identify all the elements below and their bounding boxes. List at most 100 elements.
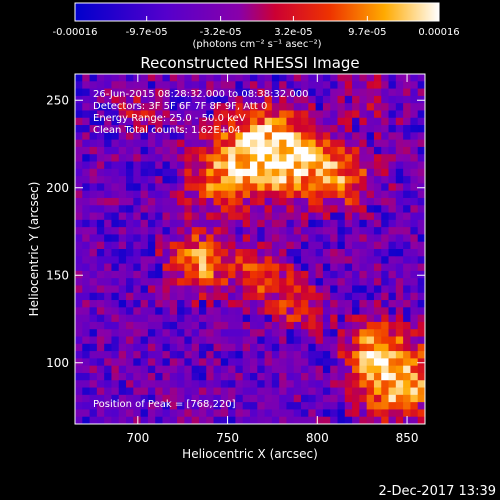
- heatmap-cell: [286, 110, 295, 119]
- heatmap-cell: [381, 241, 389, 250]
- annotations: 26-Jun-2015 08:28:32.000 to 08:38:32.000…: [93, 89, 309, 136]
- heatmap-cell: [337, 95, 346, 104]
- heatmap-cell: [96, 249, 105, 257]
- heatmap-cell: [169, 270, 178, 279]
- heatmap-cell: [162, 219, 171, 228]
- heatmap-cell: [169, 314, 178, 323]
- heatmap-cell: [330, 139, 338, 148]
- heatmap-cell: [410, 278, 419, 286]
- heatmap-cell: [330, 103, 338, 111]
- heatmap-cell: [140, 117, 149, 126]
- heatmap-cell: [271, 95, 280, 104]
- heatmap-cell: [366, 161, 375, 170]
- heatmap-cell: [337, 88, 346, 97]
- heatmap-cell: [293, 387, 302, 396]
- heatmap-cell: [133, 329, 142, 337]
- heatmap-cell: [82, 132, 90, 141]
- heatmap-cell: [220, 125, 229, 133]
- heatmap-cell: [140, 176, 149, 184]
- heatmap-cell: [140, 270, 149, 279]
- heatmap-cell: [242, 292, 251, 301]
- heatmap-cell: [75, 256, 83, 264]
- heatmap-cell: [322, 416, 331, 424]
- heatmap-cell: [198, 74, 207, 82]
- heatmap-cell: [133, 234, 142, 243]
- heatmap-cell: [301, 329, 309, 337]
- heatmap-cell: [257, 402, 265, 410]
- heatmap-cell: [191, 329, 200, 337]
- heatmap-cell: [147, 321, 156, 330]
- heatmap-cell: [213, 387, 222, 396]
- heatmap-cell: [140, 219, 149, 228]
- heatmap-cell: [191, 270, 200, 279]
- heatmap-cell: [417, 343, 425, 352]
- heatmap-cell: [366, 168, 375, 177]
- heatmap-cell: [75, 125, 83, 133]
- heatmap-cell: [82, 307, 90, 316]
- heatmap-cell: [104, 358, 112, 367]
- heatmap-cell: [250, 81, 258, 89]
- heatmap-cell: [162, 110, 171, 119]
- heatmap-cell: [191, 176, 200, 184]
- heatmap-cell: [82, 321, 90, 330]
- heatmap-cell: [140, 197, 149, 206]
- heatmap-cell: [228, 285, 236, 294]
- heatmap-cell: [104, 139, 112, 148]
- heatmap-cell: [75, 285, 83, 294]
- heatmap-cell: [126, 183, 134, 192]
- heatmap-cell: [111, 190, 120, 199]
- heatmap-cell: [155, 197, 163, 206]
- heatmap-cell: [417, 336, 425, 345]
- heatmap-cell: [293, 161, 302, 170]
- heatmap-cell: [352, 176, 360, 184]
- heatmap-cell: [403, 234, 411, 243]
- heatmap-cell: [308, 132, 317, 141]
- heatmap-cell: [228, 190, 236, 199]
- heatmap-cell: [96, 329, 105, 337]
- heatmap-cell: [213, 336, 222, 345]
- heatmap-cell: [293, 249, 302, 257]
- heatmap-cell: [250, 249, 258, 257]
- heatmap-cell: [286, 307, 295, 316]
- heatmap-cell: [271, 154, 280, 162]
- heatmap-cell: [104, 190, 112, 199]
- heatmap-cell: [191, 380, 200, 388]
- heatmap-cell: [286, 241, 295, 250]
- heatmap-cell: [133, 81, 142, 89]
- heatmap-cell: [184, 212, 193, 221]
- heatmap-cell: [89, 249, 98, 257]
- heatmap-cell: [352, 110, 360, 119]
- heatmap-cell: [337, 300, 346, 308]
- heatmap-cell: [169, 351, 178, 359]
- heatmap-cell: [133, 176, 142, 184]
- heatmap-cell: [220, 176, 229, 184]
- heatmap-cell: [410, 154, 419, 162]
- heatmap-cell: [315, 183, 324, 192]
- heatmap-cell: [147, 205, 156, 213]
- chart-title: Reconstructed RHESSI Image: [140, 54, 359, 72]
- heatmap-cell: [228, 300, 236, 308]
- heatmap-cell: [373, 234, 382, 243]
- heatmap-cell: [330, 249, 338, 257]
- heatmap-cell: [279, 278, 287, 286]
- heatmap-cell: [75, 227, 83, 235]
- heatmap-cell: [308, 95, 317, 104]
- heatmap-cell: [96, 307, 105, 316]
- heatmap-cell: [162, 270, 171, 279]
- heatmap-cell: [89, 285, 98, 294]
- heatmap-cell: [82, 336, 90, 345]
- heatmap-cell: [337, 365, 346, 374]
- heatmap-cell: [308, 380, 317, 388]
- heatmap-cell: [104, 161, 112, 170]
- heatmap-cell: [308, 197, 317, 206]
- heatmap-cell: [410, 300, 419, 308]
- heatmap-cell: [301, 125, 309, 133]
- heatmap-cell: [118, 351, 127, 359]
- heatmap-cell: [250, 212, 258, 221]
- heatmap-cell: [228, 95, 236, 104]
- heatmap-cell: [242, 146, 251, 155]
- heatmap-cell: [75, 103, 83, 111]
- heatmap-cell: [308, 176, 317, 184]
- heatmap-cell: [206, 394, 214, 403]
- heatmap-cell: [75, 365, 83, 374]
